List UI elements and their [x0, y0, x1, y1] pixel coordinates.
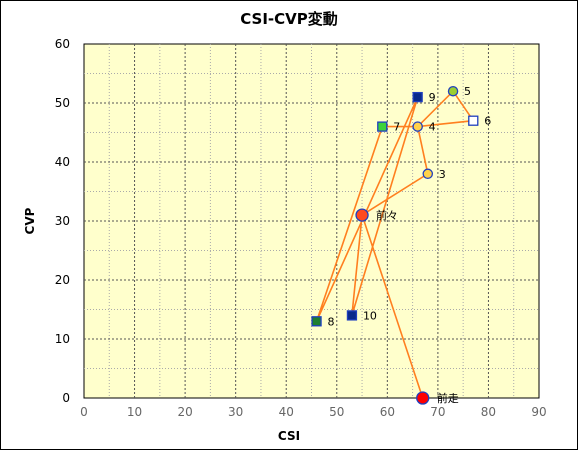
point-labels: 前走 前々 3 4 5 6 7 8 9 10	[328, 85, 492, 405]
y-tick-label: 60	[55, 37, 70, 51]
point-label: 6	[484, 115, 491, 128]
data-point-square	[412, 91, 423, 103]
y-tick-label: 30	[55, 214, 70, 228]
data-point-square	[346, 310, 358, 321]
y-tick-label: 10	[55, 332, 70, 346]
connection-lines	[315, 89, 475, 399]
data-point-square	[311, 316, 322, 327]
x-tick-label: 0	[80, 405, 88, 419]
chart-title: CSI-CVP変動	[240, 10, 338, 28]
data-points	[311, 85, 479, 405]
x-tick-label: 40	[279, 405, 294, 419]
point-label: 5	[464, 85, 471, 98]
y-tick-label: 0	[62, 391, 70, 405]
point-label: 前々	[376, 208, 398, 222]
data-point-square	[468, 115, 479, 126]
y-axis-label: CVP	[23, 207, 37, 234]
point-label: 7	[393, 121, 400, 134]
x-axis-label: CSI	[278, 429, 300, 443]
x-tick-label: 10	[127, 405, 142, 419]
connection-line	[315, 89, 475, 399]
point-label: 10	[363, 309, 377, 322]
point-label: 8	[328, 315, 335, 328]
x-tick-label: 50	[329, 405, 344, 419]
x-tick-label: 70	[430, 405, 445, 419]
data-point-circle	[355, 208, 369, 222]
x-tick-label: 30	[228, 405, 243, 419]
point-label: 前走	[437, 391, 459, 405]
x-tick-label: 90	[531, 405, 546, 419]
y-tick-label: 20	[55, 273, 70, 287]
point-label: 4	[429, 121, 436, 134]
y-tick-label: 40	[55, 155, 70, 169]
y-tick-labels: 0 10 20 30 40 50 60	[55, 37, 70, 405]
y-tick-label: 50	[55, 96, 70, 110]
data-point-square	[377, 121, 388, 132]
data-point-circle	[416, 391, 430, 405]
point-label: 9	[429, 91, 436, 104]
x-tick-label: 80	[481, 405, 496, 419]
data-point-circle	[447, 85, 459, 97]
x-tick-label: 20	[177, 405, 192, 419]
x-tick-label: 60	[380, 405, 395, 419]
point-label: 3	[439, 168, 446, 181]
data-point-circle	[422, 168, 434, 180]
data-point-circle	[412, 121, 423, 132]
x-tick-labels: 0 10 20 30 40 50 60 70 80 90	[80, 405, 546, 419]
